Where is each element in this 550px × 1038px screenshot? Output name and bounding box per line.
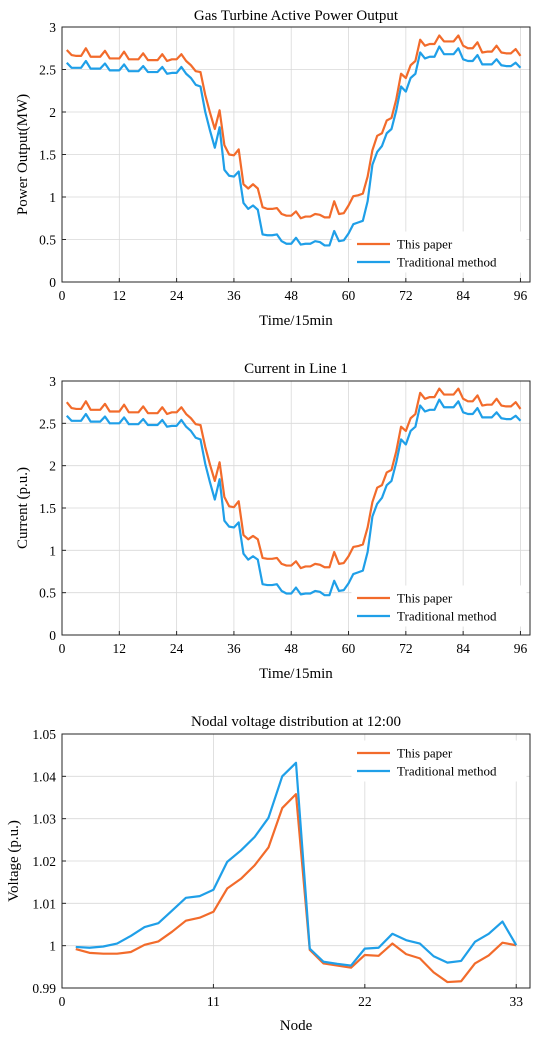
legend-box — [351, 740, 527, 782]
series-line-traditional — [75, 761, 518, 967]
y-tick-label: 2 — [49, 105, 56, 120]
x-axis-label: Node — [280, 1018, 313, 1034]
y-tick-label: 3 — [49, 374, 56, 389]
series-line-this-paper — [65, 387, 522, 570]
x-tick-label: 22 — [358, 994, 372, 1009]
y-tick-label: 1.01 — [32, 896, 56, 911]
legend-box — [351, 231, 527, 273]
x-tick-label: 12 — [113, 641, 127, 656]
legend-label: This paper — [397, 746, 453, 761]
x-tick-label: 36 — [227, 288, 241, 303]
y-tick-label: 2.5 — [39, 63, 56, 78]
legend-label: This paper — [397, 591, 453, 606]
y-tick-label: 0 — [49, 275, 56, 290]
y-axis-label: Current (p.u.) — [15, 467, 31, 549]
y-tick-label: 0.5 — [39, 233, 56, 248]
x-tick-label: 11 — [207, 994, 220, 1009]
x-tick-label: 84 — [456, 641, 470, 656]
legend: This paper Traditional method — [351, 585, 527, 627]
series-line-this-paper — [75, 793, 517, 984]
chart-1: 0 12 24 36 48 60 72 84 96 0 0.5 1 1.5 2 2.5 3 Gas Turbin… — [15, 8, 531, 329]
x-tick-label: 60 — [342, 641, 356, 656]
x-tick-label: 84 — [456, 288, 470, 303]
y-tick-label: 3 — [49, 20, 56, 35]
x-tick-label: 96 — [514, 641, 528, 656]
x-tick-label: 0 — [59, 288, 66, 303]
series-line-this-paper — [65, 34, 522, 220]
legend: This paper Traditional method — [351, 740, 527, 782]
y-tick-label: 1.02 — [32, 854, 56, 869]
chart-title: Nodal voltage distribution at 12:00 — [191, 714, 401, 730]
y-tick-label: 1.04 — [32, 769, 56, 784]
y-tick-label: 1 — [49, 543, 56, 558]
legend: This paper Traditional method — [351, 231, 527, 273]
x-tick-label: 24 — [170, 641, 184, 656]
legend-label: Traditional method — [397, 764, 497, 779]
x-tick-label: 96 — [514, 288, 528, 303]
legend-label: Traditional method — [397, 255, 497, 270]
y-tick-label: 1 — [49, 939, 56, 954]
x-tick-label: 48 — [284, 641, 298, 656]
y-axis-label: Power Output(MW) — [15, 94, 31, 215]
y-tick-label: 1.03 — [32, 812, 56, 827]
y-tick-label: 0 — [49, 628, 56, 643]
x-tick-label: 24 — [170, 288, 184, 303]
y-tick-label: 0.99 — [32, 981, 56, 996]
x-tick-label: 36 — [227, 641, 241, 656]
chart-2: 0 12 24 36 48 60 72 84 96 0 0.5 1 1.5 2 2.5 3 Current in… — [15, 361, 531, 682]
y-tick-label: 1.5 — [39, 501, 56, 516]
y-tick-label: 2 — [49, 459, 56, 474]
y-tick-label: 0.5 — [39, 586, 56, 601]
x-axis-label: Time/15min — [259, 666, 333, 682]
series-line-traditional — [65, 398, 522, 597]
x-tick-label: 72 — [399, 288, 413, 303]
series-line-traditional — [65, 45, 522, 247]
y-tick-label: 1.05 — [32, 727, 56, 742]
y-axis-label: Voltage (p.u.) — [6, 820, 22, 902]
x-tick-label: 33 — [509, 994, 523, 1009]
x-tick-label: 12 — [113, 288, 127, 303]
y-tick-label: 1 — [49, 190, 56, 205]
x-axis-label: Time/15min — [259, 313, 333, 329]
x-tick-label: 72 — [399, 641, 413, 656]
chart-title: Gas Turbine Active Power Output — [194, 8, 399, 24]
x-tick-label: 48 — [284, 288, 298, 303]
y-tick-label: 2.5 — [39, 416, 56, 431]
x-tick-label: 60 — [342, 288, 356, 303]
chart-title: Current in Line 1 — [244, 361, 348, 377]
legend-label: Traditional method — [397, 609, 497, 624]
x-tick-label: 0 — [59, 641, 66, 656]
x-tick-label: 0 — [59, 994, 66, 1009]
legend-label: This paper — [397, 237, 453, 252]
y-tick-label: 1.5 — [39, 148, 56, 163]
chart-3: 0 11 22 33 0.99 1 1.01 1.02 1.03 1.04 1.05 Nodal vo… — [6, 714, 531, 1034]
legend-box — [351, 585, 527, 627]
